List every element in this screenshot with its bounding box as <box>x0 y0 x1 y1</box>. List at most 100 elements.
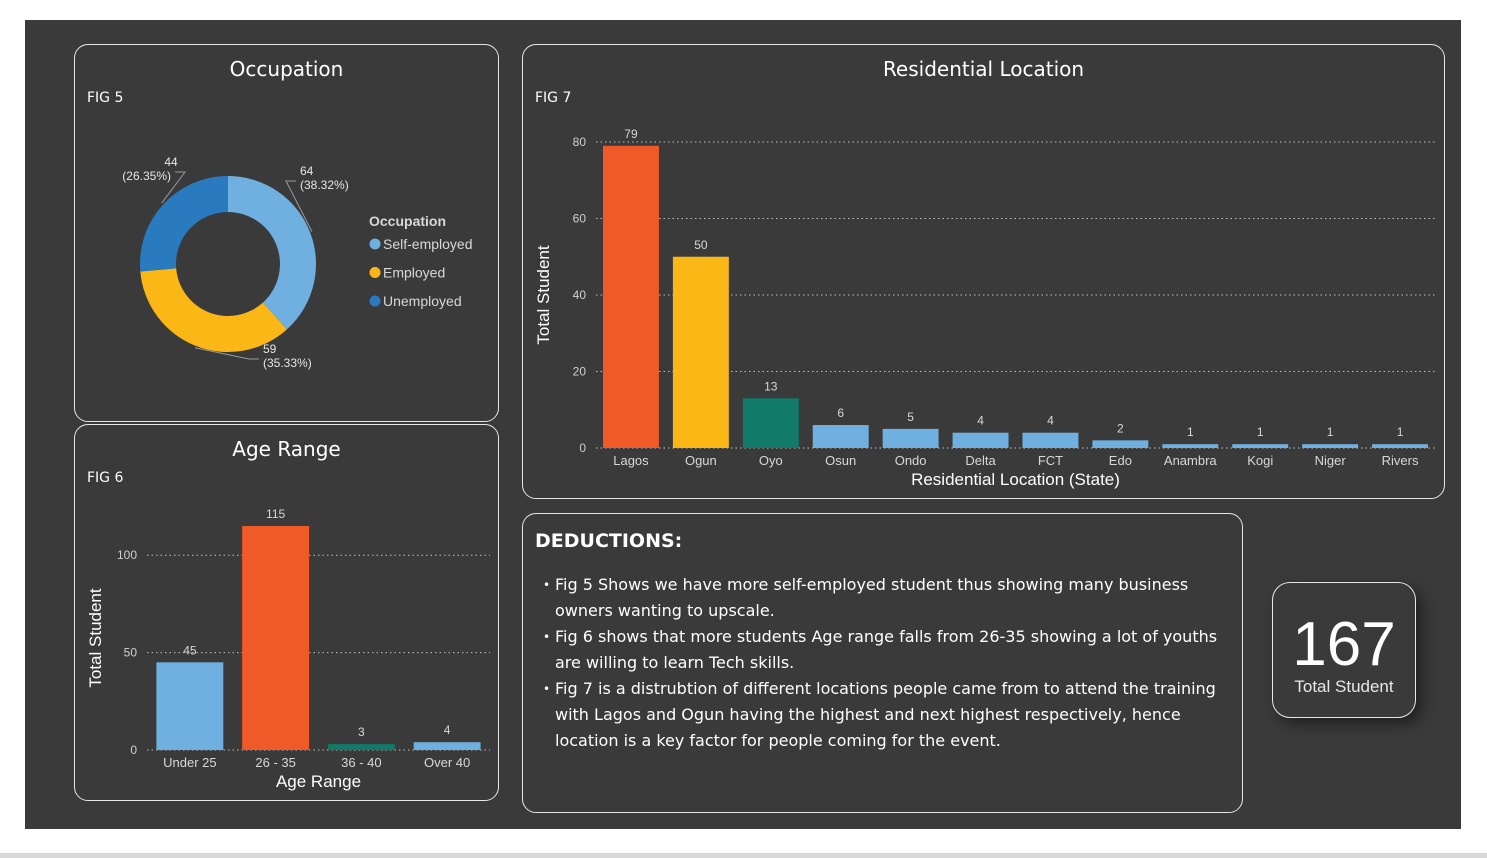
x-tick-label: Osun <box>825 453 856 468</box>
bar-value-label: 1 <box>1257 425 1264 439</box>
bar-anambra[interactable] <box>1162 444 1219 448</box>
bottom-border <box>0 853 1487 858</box>
donut-leader-line <box>285 180 313 232</box>
bar-value-label: 1 <box>1397 425 1404 439</box>
donut-slice-employed[interactable] <box>140 268 287 352</box>
bar-value-label: 4 <box>977 414 984 428</box>
bar-lagos[interactable] <box>602 145 659 448</box>
bar-fct[interactable] <box>1022 432 1079 448</box>
residential-card: Residential Location FIG 7 0 20 40 60 80 79 La… <box>522 44 1445 499</box>
bar-oyo[interactable] <box>742 398 799 448</box>
deductions-card: DEDUCTIONS: Fig 5 Shows we have more sel… <box>522 513 1243 813</box>
x-axis-title: Age Range <box>276 772 361 791</box>
bar-value-label: 13 <box>764 379 778 393</box>
fig-7-label: FIG 7 <box>535 90 572 106</box>
age-range-bar-chart[interactable]: 0 50 100 45 Under 25 115 26 - 35 3 36 - 40 4 Over … <box>75 425 500 802</box>
bar-36-40[interactable] <box>327 744 395 750</box>
bar-value-label: 50 <box>694 238 708 252</box>
residential-title: Residential Location <box>882 57 1085 81</box>
y-tick-label: 100 <box>117 548 137 562</box>
legend-item-self-employed[interactable]: Self-employed <box>383 236 473 252</box>
residential-bar-chart[interactable]: 0 20 40 60 80 79 Lagos 50 Ogun 13 Oyo 6 Osun 5 Ondo 4 De… <box>523 45 1446 500</box>
x-tick-label: Under 25 <box>163 755 216 770</box>
x-tick-label: FCT <box>1038 453 1063 468</box>
x-tick-label: Niger <box>1315 453 1347 468</box>
deductions-list: Fig 5 Shows we have more self-employed s… <box>543 572 1223 754</box>
x-tick-label: Rivers <box>1382 453 1419 468</box>
bar-value-label: 115 <box>266 507 285 521</box>
donut-leader-line <box>194 347 259 360</box>
y-tick-label: 40 <box>573 288 587 302</box>
x-tick-label: Ondo <box>895 453 927 468</box>
bar-value-label: 3 <box>358 725 365 739</box>
bar-value-label: 4 <box>1047 414 1054 428</box>
bar-over40[interactable] <box>413 742 481 750</box>
x-tick-label: Edo <box>1109 453 1132 468</box>
x-tick-label: Oyo <box>759 453 783 468</box>
x-tick-label: Over 40 <box>424 755 470 770</box>
bar-edo[interactable] <box>1092 440 1149 448</box>
legend-item-employed[interactable]: Employed <box>383 265 445 281</box>
donut-count-label: 64 <box>300 164 314 178</box>
bar-value-label: 5 <box>907 410 914 424</box>
y-tick-label: 60 <box>573 212 587 226</box>
y-tick-label: 0 <box>130 743 137 757</box>
donut-count-label: 59 <box>263 342 277 356</box>
bar-delta[interactable] <box>952 432 1009 448</box>
legend-item-unemployed[interactable]: Unemployed <box>383 293 462 309</box>
x-tick-label: Lagos <box>613 453 649 468</box>
bar-26-35[interactable] <box>242 526 310 750</box>
donut-slice-unemployed[interactable] <box>140 176 228 272</box>
donut-percent-label: (38.32%) <box>300 178 349 192</box>
bar-value-label: 6 <box>837 406 844 420</box>
donut-count-label: 44 <box>164 155 178 169</box>
y-tick-label: 80 <box>573 135 587 149</box>
occupation-title: Occupation <box>229 57 344 81</box>
legend-title: Occupation <box>369 213 446 229</box>
y-tick-label: 20 <box>573 365 587 379</box>
total-student-kpi-card: 167 Total Student <box>1272 582 1416 718</box>
donut-percent-label: (35.33%) <box>263 356 312 370</box>
donut-leader-line <box>161 171 186 204</box>
legend-marker <box>369 238 381 250</box>
deductions-title: DEDUCTIONS: <box>535 530 683 552</box>
x-axis-title: Residential Location (State) <box>911 470 1120 489</box>
total-student-label: Total Student <box>1294 677 1394 696</box>
bar-under25[interactable] <box>156 662 224 750</box>
x-tick-label: 36 - 40 <box>341 755 381 770</box>
legend-marker <box>369 267 381 278</box>
deduction-item: Fig 7 is a distrubtion of different loca… <box>543 676 1223 754</box>
bar-osun[interactable] <box>812 425 869 448</box>
fig-5-label: FIG 5 <box>87 90 124 106</box>
donut-percent-label: (26.35%) <box>122 169 171 183</box>
y-tick-label: 50 <box>124 646 138 660</box>
deduction-item: Fig 6 shows that more students Age range… <box>543 624 1223 676</box>
x-tick-label: Anambra <box>1164 453 1218 468</box>
legend-marker <box>369 295 381 307</box>
deduction-item: Fig 5 Shows we have more self-employed s… <box>543 572 1223 624</box>
donut-slice-self-employed[interactable] <box>228 176 316 330</box>
occupation-donut-chart[interactable]: 64(38.32%) 59(35.33%) 44(26.35%) Occupatio… <box>75 45 500 423</box>
bar-ogun[interactable] <box>672 256 729 448</box>
y-axis-title: Total Student <box>86 588 105 688</box>
bar-value-label: 1 <box>1327 425 1334 439</box>
bar-kogi[interactable] <box>1232 444 1289 448</box>
age-range-card: Age Range FIG 6 0 50 100 45 Under 25 115 26 - … <box>74 424 499 801</box>
y-axis-title: Total Student <box>534 245 553 345</box>
x-tick-label: Ogun <box>685 453 717 468</box>
x-tick-label: Delta <box>965 453 996 468</box>
bar-niger[interactable] <box>1302 444 1359 448</box>
y-tick-label: 0 <box>579 441 586 455</box>
bar-value-label: 45 <box>183 643 197 657</box>
bar-value-label: 4 <box>444 723 451 737</box>
bar-value-label: 79 <box>624 127 638 141</box>
occupation-card: Occupation FIG 5 64 (38.32%) 59 (35.33%) 44(… <box>74 44 499 422</box>
total-student-value: 167 <box>1292 610 1396 679</box>
bar-rivers[interactable] <box>1372 444 1429 448</box>
bar-value-label: 2 <box>1117 421 1124 435</box>
x-tick-label: Kogi <box>1247 453 1273 468</box>
bar-value-label: 1 <box>1187 425 1194 439</box>
x-tick-label: 26 - 35 <box>255 755 295 770</box>
age-range-title: Age Range <box>232 437 341 461</box>
bar-ondo[interactable] <box>882 428 939 448</box>
